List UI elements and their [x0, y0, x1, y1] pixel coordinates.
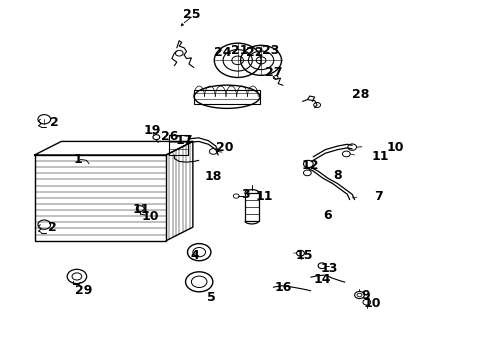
Text: 25: 25 [183, 9, 200, 22]
Text: 16: 16 [274, 282, 292, 294]
Text: 12: 12 [302, 159, 319, 172]
Text: 15: 15 [295, 248, 313, 261]
Text: 3: 3 [242, 188, 250, 201]
Text: 11: 11 [372, 150, 389, 163]
Text: 24: 24 [214, 46, 232, 59]
Text: 2: 2 [49, 116, 58, 129]
Text: 27: 27 [266, 66, 283, 79]
Text: 20: 20 [216, 141, 233, 154]
Bar [34, 155, 166, 241]
Text: 8: 8 [333, 169, 342, 182]
Text: 10: 10 [364, 297, 381, 310]
Text: 18: 18 [205, 170, 222, 183]
Bar [194, 90, 260, 104]
Text: 23: 23 [262, 44, 279, 57]
Text: 22: 22 [246, 46, 264, 59]
Text: 14: 14 [313, 273, 331, 286]
Text: 11: 11 [256, 190, 273, 203]
Text: 6: 6 [323, 208, 332, 221]
Text: 11: 11 [133, 203, 150, 216]
Text: 13: 13 [320, 262, 338, 275]
Text: 5: 5 [207, 291, 216, 304]
Bar [245, 193, 259, 221]
Text: 4: 4 [191, 248, 200, 261]
Text: 26: 26 [161, 130, 178, 143]
Text: 29: 29 [74, 284, 92, 297]
Text: 28: 28 [352, 89, 369, 102]
Text: 17: 17 [175, 134, 193, 147]
Text: 9: 9 [362, 288, 370, 302]
Text: 10: 10 [386, 141, 404, 154]
Text: 2: 2 [48, 221, 57, 234]
Bar [170, 135, 188, 155]
Text: 21: 21 [231, 44, 249, 57]
Text: 10: 10 [141, 210, 159, 223]
Text: 7: 7 [375, 190, 383, 203]
Text: 19: 19 [144, 124, 161, 137]
Text: 1: 1 [74, 153, 83, 166]
